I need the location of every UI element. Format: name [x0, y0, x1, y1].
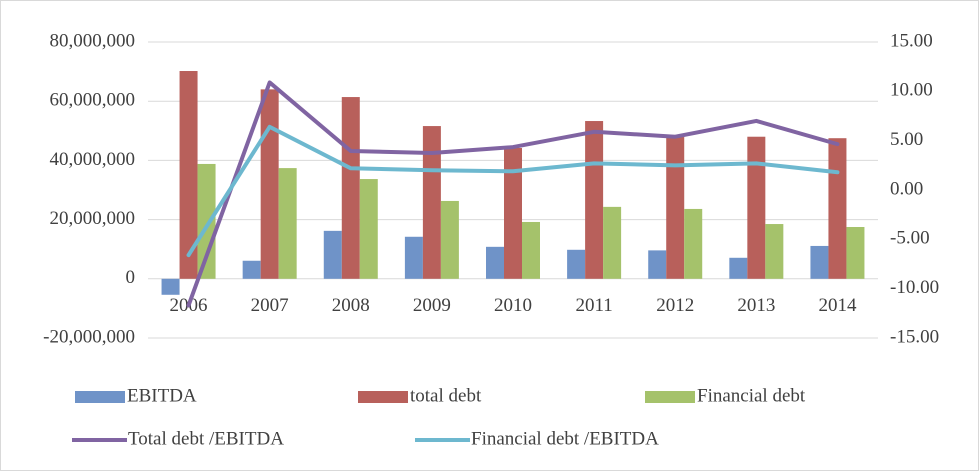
bar — [765, 224, 784, 279]
bar — [179, 71, 198, 279]
bar — [585, 121, 604, 279]
legend-swatch — [358, 391, 408, 403]
legend-label: total debt — [410, 385, 482, 406]
y-tick-label: -20,000,000 — [43, 326, 135, 347]
y-tick-label: 40,000,000 — [50, 149, 136, 170]
legend-label: EBITDA — [127, 385, 197, 406]
y2-tick-label: -5.00 — [890, 228, 930, 249]
bar — [278, 168, 297, 279]
bar — [260, 89, 279, 279]
x-tick-label: 2009 — [413, 295, 451, 316]
legend-swatch — [75, 391, 125, 403]
bar — [486, 246, 504, 279]
legend-label: Financial debt /EBITDA — [471, 428, 659, 449]
y2-tick-label: 0.00 — [890, 178, 923, 199]
x-tick-label: 2014 — [818, 295, 857, 316]
bar — [341, 97, 360, 279]
y-tick-label: 0 — [126, 267, 136, 288]
x-tick-label: 2010 — [494, 295, 532, 316]
bar — [729, 257, 748, 279]
bar — [422, 126, 441, 279]
y2-tick-label: 10.00 — [890, 80, 933, 101]
y2-tick-label: -10.00 — [890, 277, 939, 298]
y-tick-label: 20,000,000 — [50, 208, 136, 229]
bar — [684, 208, 703, 279]
bar — [828, 138, 847, 279]
legend-swatch — [645, 391, 695, 403]
bar — [603, 206, 622, 279]
bar — [504, 147, 522, 279]
bar — [197, 163, 216, 279]
x-tick-label: 2013 — [737, 295, 775, 316]
bar — [404, 236, 423, 279]
y2-tick-label: -15.00 — [890, 326, 939, 347]
x-tick-label: 2011 — [575, 295, 612, 316]
bar — [810, 245, 829, 279]
bar — [666, 134, 685, 279]
y-tick-label: 80,000,000 — [50, 30, 136, 51]
x-tick-label: 2012 — [656, 295, 694, 316]
legend-label: Financial debt — [697, 385, 806, 406]
bar — [323, 230, 342, 279]
bar — [242, 260, 261, 279]
legend-label: Total debt /EBITDA — [128, 428, 284, 449]
bar — [161, 278, 180, 295]
bar — [648, 250, 667, 279]
bar — [846, 227, 865, 279]
y-tick-label: 60,000,000 — [50, 90, 136, 111]
line — [186, 124, 840, 258]
y2-tick-label: 15.00 — [890, 30, 933, 51]
x-tick-label: 2008 — [332, 295, 370, 316]
bar — [747, 136, 766, 279]
x-tick-label: 2007 — [251, 295, 289, 316]
bar — [359, 179, 378, 279]
bar — [522, 221, 540, 279]
bar — [567, 249, 586, 279]
y2-tick-label: 5.00 — [890, 129, 923, 150]
bar — [440, 200, 459, 279]
line — [186, 80, 840, 308]
